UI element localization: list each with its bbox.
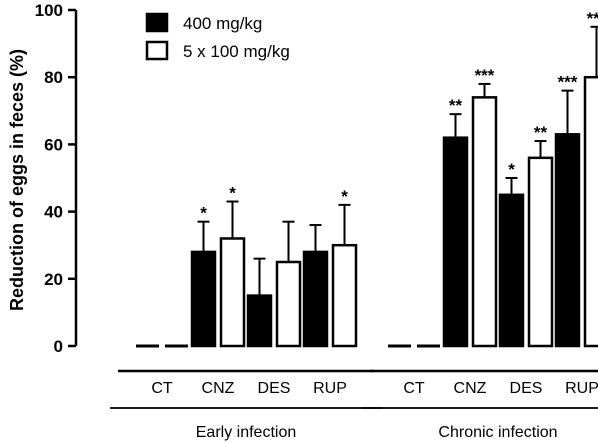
axes: 0 20 40 60 80 100 xyxy=(35,1,598,409)
y-tick-label: 0 xyxy=(54,337,63,356)
group-label: Chronic infection xyxy=(438,424,557,441)
y-tick-label: 80 xyxy=(44,68,63,87)
bar xyxy=(498,193,525,348)
significance-marker: * xyxy=(341,187,348,206)
significance-marker: *** xyxy=(558,73,578,92)
legend-swatch xyxy=(145,40,169,61)
y-tick-label: 20 xyxy=(44,270,63,289)
bar xyxy=(554,133,581,348)
legend: 400 mg/kg 5 x 100 mg/kg xyxy=(145,12,290,61)
bar xyxy=(219,237,246,348)
group-label: Early infection xyxy=(196,424,297,441)
x-tick-label: DES xyxy=(510,380,543,397)
significance-marker: ** xyxy=(534,123,548,142)
bar xyxy=(275,260,302,348)
bar xyxy=(442,136,469,348)
significance-marker: *** xyxy=(587,9,598,28)
x-tick-label: RUP xyxy=(565,380,598,397)
legend-swatch xyxy=(145,12,169,33)
significance-marker: * xyxy=(229,184,236,203)
significance-marker: *** xyxy=(475,66,495,85)
significance-marker: * xyxy=(508,160,515,179)
legend-label: 400 mg/kg xyxy=(183,14,262,33)
x-tick-label: CNZ xyxy=(202,380,235,397)
x-tick-label: CT xyxy=(403,380,425,397)
bars: ***************** xyxy=(136,9,598,348)
y-tick-label: 40 xyxy=(44,203,63,222)
x-axis-labels: CT CNZ DES RUP Early infection CT CNZ DES RUP Chr… xyxy=(151,380,598,441)
bar xyxy=(527,156,554,348)
x-tick-label: DES xyxy=(258,380,291,397)
significance-marker: ** xyxy=(449,96,463,115)
bar xyxy=(331,243,358,348)
legend-label: 5 x 100 mg/kg xyxy=(183,42,290,61)
y-tick-label: 100 xyxy=(35,1,63,20)
y-tick-label: 60 xyxy=(44,135,63,154)
y-axis-title: Reduction of eggs in feces (%) xyxy=(7,49,27,311)
bar xyxy=(190,250,217,348)
x-tick-label: CT xyxy=(151,380,173,397)
x-tick-label: CNZ xyxy=(454,380,487,397)
bar xyxy=(583,75,598,348)
bar xyxy=(246,294,273,348)
x-tick-label: RUP xyxy=(313,380,347,397)
significance-marker: * xyxy=(200,204,207,223)
bar xyxy=(302,250,329,348)
bar xyxy=(471,96,498,348)
